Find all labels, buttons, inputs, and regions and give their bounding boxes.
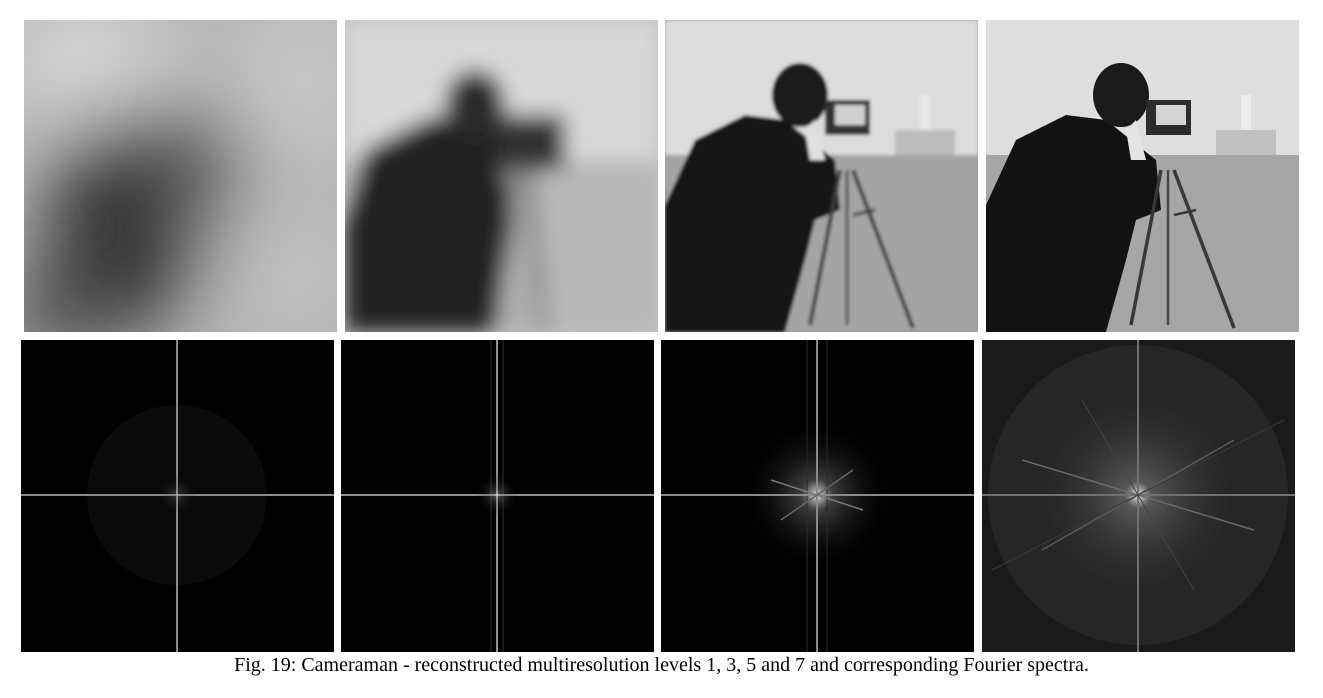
reconstruction-level-5 [665,20,978,332]
fourier-spectrum-level-1 [21,340,334,652]
reconstruction-level-7 [986,20,1299,332]
fourier-spectrum-level-5 [661,340,974,652]
figure-caption: Fig. 19: Cameraman - reconstructed multi… [234,654,1089,676]
fourier-spectrum-level-7 [982,340,1295,652]
reconstruction-level-1 [24,20,337,332]
fourier-spectrum-level-3 [341,340,654,652]
reconstruction-level-3 [345,20,658,332]
